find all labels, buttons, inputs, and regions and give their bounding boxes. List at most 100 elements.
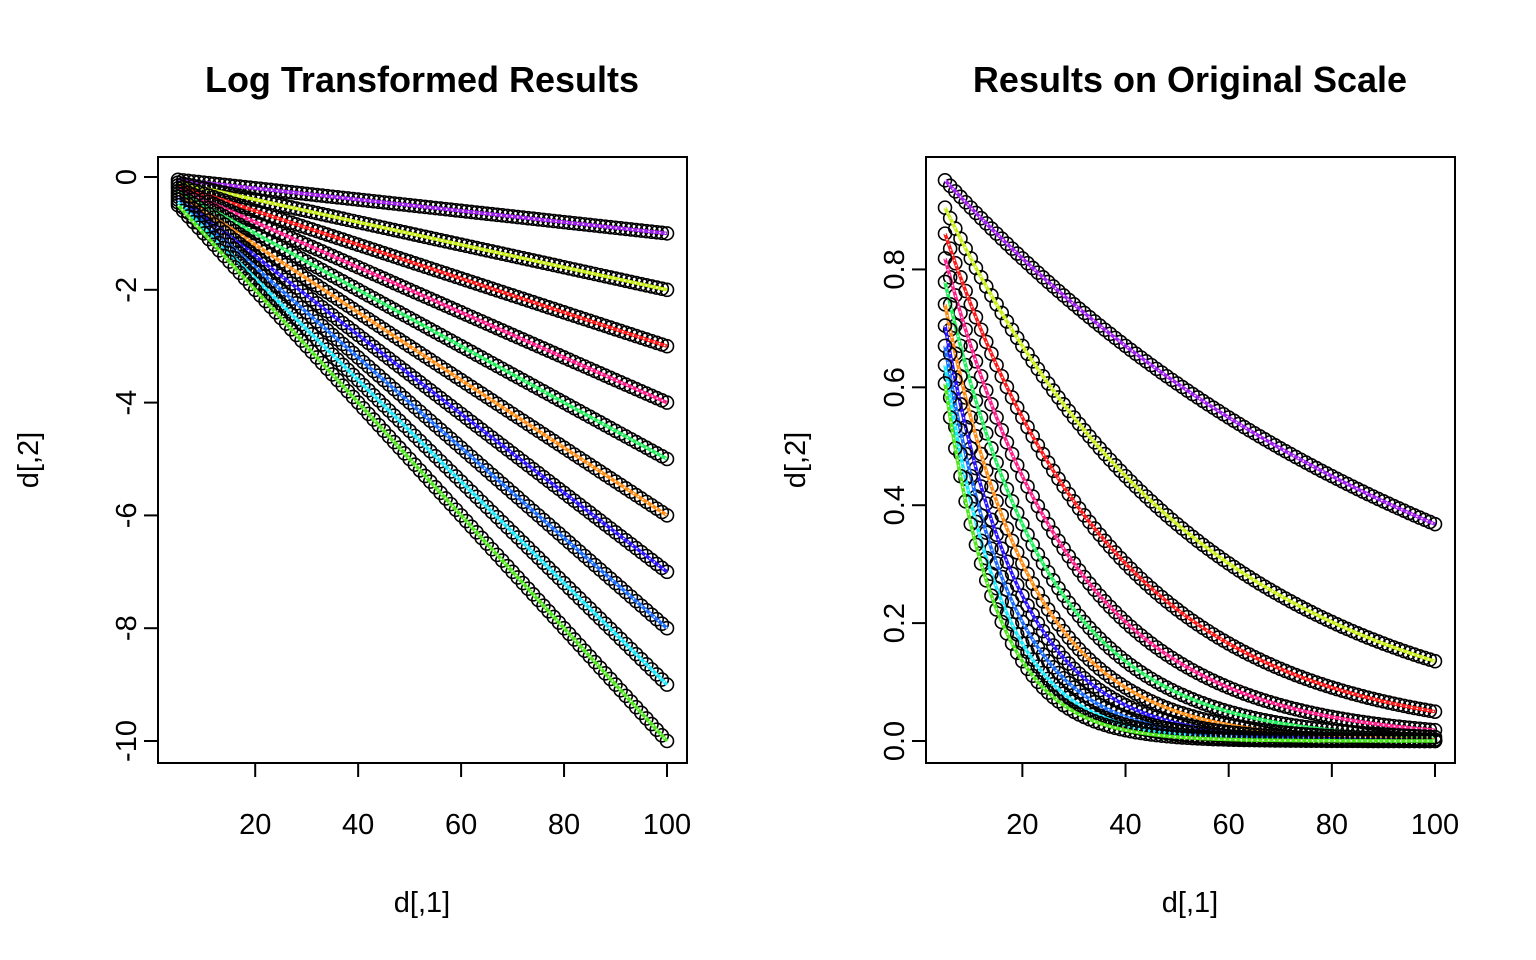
right-series-3-point [963, 297, 979, 312]
left-series-9-point [484, 504, 500, 520]
right-series-1-point [942, 178, 958, 194]
right-series-1-point [1030, 265, 1046, 280]
left-series-8-point [366, 363, 381, 379]
right-series-3-point [1123, 561, 1138, 577]
right-series-10-point [989, 602, 1004, 617]
right-series-4-point [1128, 623, 1144, 639]
left-series-8-point [500, 481, 515, 496]
left-y-axis-label: d[,2] [13, 432, 45, 488]
left-series-8-point [474, 458, 489, 474]
left-series-9-point [448, 469, 464, 484]
right-series-8-point [1025, 632, 1040, 647]
left-series-9-point [242, 266, 258, 281]
right-series-1-point [994, 231, 1010, 246]
right-series-2-point [984, 288, 999, 303]
right-series-1-point [973, 210, 989, 226]
right-series-3-point [1056, 479, 1071, 494]
left-series-8-point [469, 453, 484, 469]
left-series-9-point [536, 555, 551, 571]
right-series-7-point [994, 541, 1010, 556]
right-series-2 [937, 200, 1443, 669]
left-series-8-point [309, 314, 325, 329]
right-series-7-point [1061, 656, 1077, 671]
left-series-8-point [376, 372, 392, 388]
left-series-9-point [464, 484, 479, 500]
left-series-9-point [412, 433, 428, 449]
left-series-9-point [273, 296, 289, 312]
left-series-9-point [618, 636, 634, 652]
left-series-8-point [340, 341, 356, 356]
right-series-5-point [1092, 631, 1108, 646]
right-x-tick-label: 20 [1006, 809, 1038, 841]
right-series-7-point [1066, 661, 1082, 677]
left-series-8-point [397, 390, 412, 406]
right-series-1-dotted-line [944, 179, 1436, 525]
right-series-5-point [1097, 636, 1113, 651]
left-series-8-point [330, 332, 345, 347]
right-series-3-point [1040, 455, 1056, 470]
left-series-8-point [381, 377, 397, 392]
right-series-5-point [1046, 573, 1061, 588]
right-series-1-point [1097, 322, 1113, 338]
right-panel: Results on Original Scale 20 40 60 80 100 0.0… [780, 59, 1459, 919]
right-series-2-point [1015, 338, 1030, 354]
right-series-1-point [989, 226, 1004, 241]
right-series-2-point [1030, 361, 1046, 377]
right-series-1-point [1040, 274, 1056, 290]
right-series-5-point [1082, 620, 1097, 636]
right-series-5-point [1040, 564, 1056, 580]
left-series-9 [170, 195, 675, 692]
left-series-5-point [659, 451, 675, 467]
right-series-10-point [1009, 645, 1025, 661]
right-series-1-point [968, 205, 984, 221]
left-series-8-point [412, 404, 428, 419]
left-series-8-point [618, 584, 634, 600]
left-series-8-point [659, 620, 675, 636]
right-series-3-point [1035, 446, 1051, 462]
right-series-6-fit-line [943, 303, 1436, 742]
left-series-8-point [556, 530, 572, 546]
left-series-6-point [659, 508, 675, 523]
left-series-9-point [392, 413, 407, 428]
left-series-9-point [340, 362, 356, 378]
right-series-1-fit-line [943, 179, 1436, 526]
left-series-8-point [386, 381, 402, 397]
right-series-5-point [978, 425, 994, 441]
right-series-2-point [994, 305, 1010, 321]
left-series-8-point [417, 408, 433, 424]
right-series-7-point [1035, 623, 1051, 639]
right-series-2-point [1133, 484, 1149, 499]
left-x-tick-label: 40 [342, 809, 374, 841]
left-series-8-point [623, 589, 639, 604]
left-series-9-point [525, 545, 541, 560]
left-series-9-point [603, 621, 618, 637]
right-series-10-point [984, 588, 999, 603]
left-series-8-point [546, 521, 562, 537]
left-series-8-point [325, 327, 340, 343]
right-series-1-point [1076, 305, 1092, 321]
left-series-9-point [592, 611, 608, 626]
left-series-8-point [644, 607, 659, 622]
right-series-1-point [958, 194, 973, 210]
right-series-8-point [1020, 623, 1035, 639]
right-series-5-point [1107, 645, 1123, 661]
right-series-3-point [973, 322, 989, 338]
right-series-4-point [973, 368, 989, 384]
right-series-10-point [1015, 653, 1030, 669]
left-series-8-point [407, 399, 423, 415]
left-x-tick-label: 20 [239, 809, 271, 841]
right-x-axis-label: d[,1] [1162, 887, 1218, 919]
left-series-9-point [654, 672, 670, 687]
left-series-9-point [551, 570, 567, 586]
left-series-2-dotted-line [177, 181, 668, 291]
right-series-1-point [1046, 279, 1061, 294]
left-series-8-point [371, 368, 387, 383]
right-series-5-point [1004, 494, 1020, 509]
left-series-8-point [613, 580, 628, 595]
right-series-3-point [937, 226, 953, 241]
left-series-8-point [628, 593, 644, 609]
left-series-1-fit-line [177, 178, 668, 236]
left-series-9-point [330, 352, 345, 368]
right-series-1-point [1056, 288, 1071, 303]
